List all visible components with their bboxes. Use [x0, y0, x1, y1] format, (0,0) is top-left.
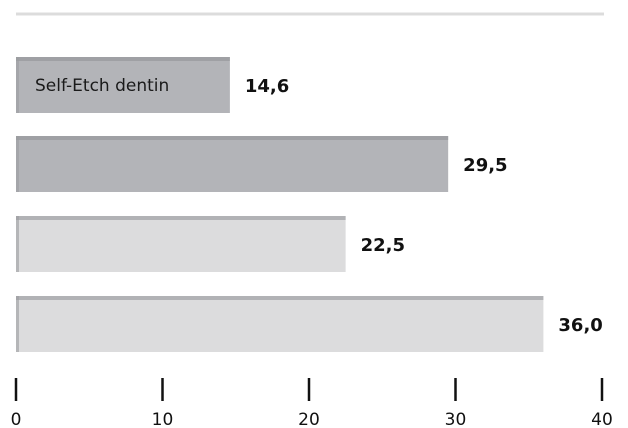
bar	[16, 296, 544, 352]
bars-layer: Self-Etch dentin 14,6 29,5 22,5 36,0	[16, 57, 603, 352]
bar-top-shadow	[16, 57, 230, 61]
x-axis: 0 10 20 30 40	[11, 378, 613, 428]
bar-group: Self-Etch dentin 14,6	[16, 57, 289, 113]
bar	[16, 216, 346, 272]
x-tick-label: 0	[11, 410, 22, 428]
bar-left-shadow	[16, 136, 19, 192]
bar-left-shadow	[16, 216, 19, 272]
x-tick-label: 10	[152, 410, 174, 428]
bar-top-shadow	[16, 216, 346, 220]
x-tick-label: 40	[591, 410, 613, 428]
bar-top-shadow	[16, 296, 544, 300]
bar	[16, 136, 449, 192]
bar-left-shadow	[16, 296, 19, 352]
bar-category-label: Self-Etch dentin	[35, 76, 169, 96]
x-tick-label: 30	[445, 410, 467, 428]
bar-group: 22,5	[16, 216, 405, 272]
bar-group: 36,0	[16, 296, 603, 352]
bar-top-shadow	[16, 136, 449, 140]
bar-group: 29,5	[16, 136, 508, 192]
bar-value-label: 14,6	[245, 76, 289, 97]
bar-value-label: 36,0	[558, 315, 602, 336]
bar-left-shadow	[16, 57, 19, 113]
bar-value-label: 22,5	[361, 235, 405, 256]
x-tick-label: 20	[298, 410, 320, 428]
bar-value-label: 29,5	[463, 155, 507, 176]
bar	[16, 57, 230, 113]
